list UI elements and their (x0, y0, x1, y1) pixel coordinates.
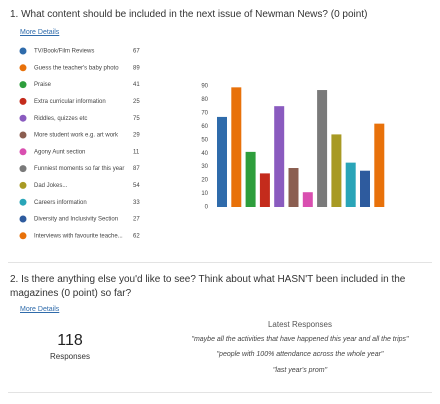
y-tick-label: 30 (201, 164, 208, 170)
legend-value: 11 (133, 149, 140, 155)
legend-swatch (19, 181, 27, 189)
legend-swatch (19, 47, 27, 55)
bar (288, 168, 299, 207)
legend-swatch (19, 148, 27, 156)
bar (345, 162, 356, 207)
more-details-link[interactable]: More Details (20, 306, 60, 313)
response-count: 118 (57, 332, 83, 349)
legend-swatch (19, 215, 27, 223)
y-tick-label: 50 (201, 137, 208, 143)
legend-swatch (19, 198, 27, 206)
legend-label: Agony Aunt section (34, 149, 85, 155)
latest-response: "people with 100% attendance across the … (216, 351, 384, 358)
y-tick-label: 0 (205, 205, 209, 211)
legend-label: Praise (34, 82, 52, 88)
y-tick-label: 20 (201, 178, 208, 184)
y-tick-label: 90 (201, 84, 208, 90)
response-count-label: Responses (49, 352, 91, 361)
bar (217, 116, 227, 207)
legend-swatch (19, 64, 27, 72)
legend-label: Dad Jokes... (34, 183, 68, 189)
legend-value: 62 (133, 233, 140, 239)
legend-value: 54 (133, 183, 140, 189)
legend-label: Extra curricular information (34, 99, 106, 105)
legend-swatch (19, 97, 27, 105)
bar (317, 90, 328, 207)
y-tick-label: 60 (201, 124, 208, 130)
legend-value: 29 (133, 133, 140, 139)
y-tick-label: 10 (201, 191, 208, 197)
legend-swatch (19, 131, 27, 139)
question-title: 1. What content should be included in th… (10, 9, 368, 20)
legend-value: 89 (133, 65, 140, 71)
legend-value: 87 (133, 166, 140, 172)
bar (302, 192, 313, 207)
latest-response: "maybe all the activities that have happ… (191, 336, 409, 343)
latest-title: Latest Responses (267, 320, 333, 329)
legend-value: 67 (133, 49, 140, 55)
legend-label: Funniest moments so far this year (34, 166, 124, 172)
more-details-link[interactable]: More Details (20, 29, 60, 36)
bar (274, 106, 285, 207)
legend-label: Interviews with favourite teache... (34, 233, 123, 239)
separator (8, 262, 432, 263)
legend-label: Careers information (34, 200, 87, 206)
separator (8, 392, 432, 393)
bar (245, 151, 256, 207)
legend-swatch (19, 232, 27, 240)
legend-label: Diversity and Inclusivity Section (34, 217, 118, 223)
legend-swatch (19, 114, 27, 122)
legend-value: 25 (133, 99, 140, 105)
legend-label: More student work e.g. art work (34, 133, 119, 139)
y-tick-label: 80 (201, 97, 208, 103)
legend-label: Guess the teacher's baby photo (34, 65, 119, 71)
bar (331, 134, 342, 207)
legend-label: Riddles, quizzes etc (34, 116, 87, 122)
y-tick-label: 70 (201, 110, 208, 116)
legend-label: TV/Book/Film Reviews (34, 49, 94, 55)
bar (259, 173, 270, 207)
question-title: 2. Is there anything else you'd like to … (10, 274, 406, 299)
legend-swatch (19, 81, 27, 89)
chart: 0 10 20 30 40 50 60 70 80 90 TV/Book/Film Reviews 6… (19, 47, 385, 240)
bar (231, 87, 242, 207)
y-tick-label: 40 (201, 151, 208, 157)
legend-value: 33 (133, 200, 140, 206)
legend-value: 27 (133, 217, 140, 223)
legend-value: 41 (133, 82, 140, 88)
legend-value: 75 (133, 116, 140, 122)
legend-swatch (19, 165, 27, 173)
bar (374, 123, 385, 207)
latest-response: "last year's prom" (272, 367, 328, 374)
bar (360, 170, 370, 207)
